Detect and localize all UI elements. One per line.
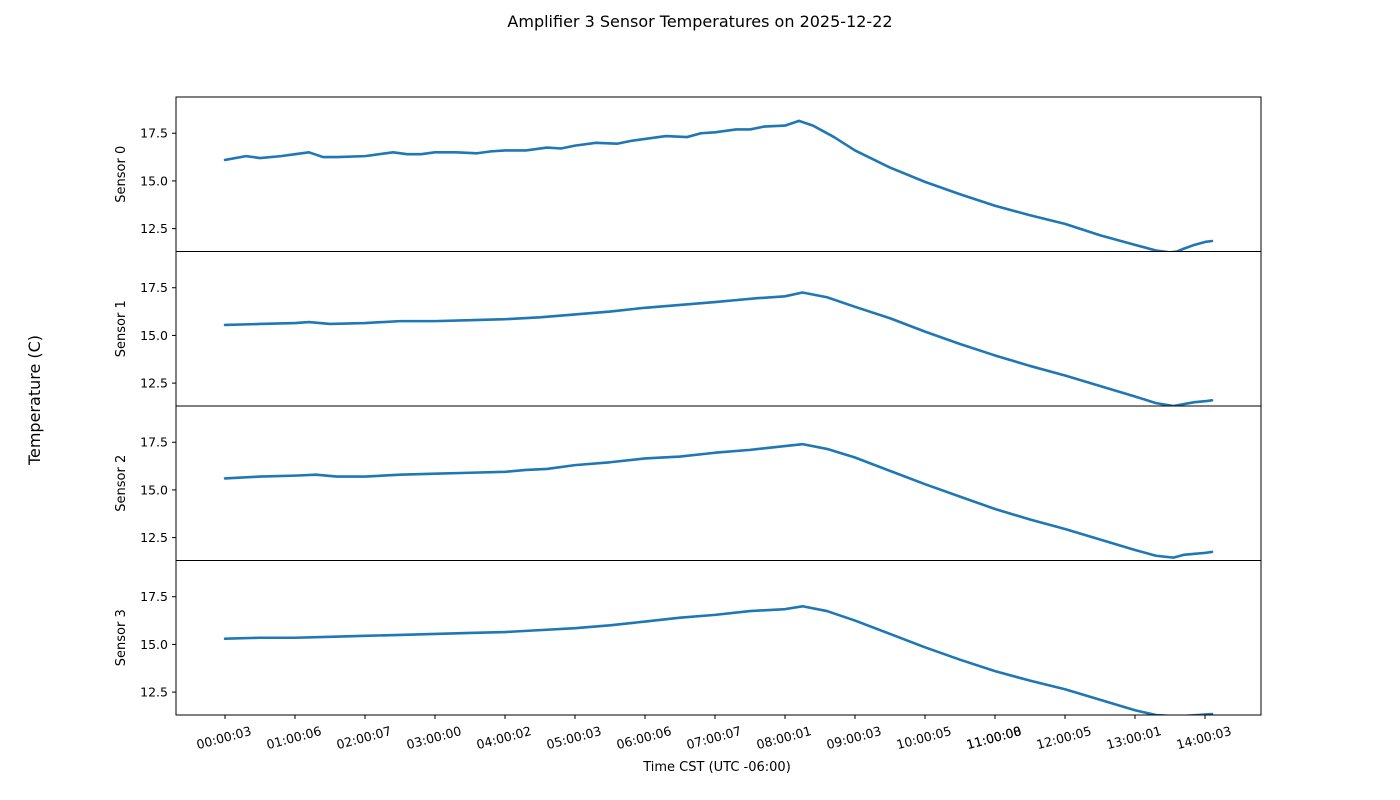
panel-frame bbox=[175, 560, 1262, 716]
y-tick-label: 12.5 bbox=[140, 221, 168, 236]
panel-1: 12.5 15.0 17.5 Sensor 1 bbox=[114, 251, 1262, 407]
series-line-sensor-0 bbox=[223, 119, 1214, 252]
y-tick-label: 15.0 bbox=[140, 173, 168, 188]
panel-ylabel: Sensor 2 bbox=[114, 455, 129, 512]
y-tick-label: 12.5 bbox=[140, 530, 168, 545]
y-tick-label: 15.0 bbox=[140, 328, 168, 343]
panels: 12.5 15.0 17.5 Sensor 0 12.5 15.0 17.5 Sensor 1… bbox=[114, 96, 1262, 716]
y-tick-label: 12.5 bbox=[140, 685, 168, 700]
y-tick-label: 17.5 bbox=[140, 589, 168, 604]
y-tick-label: 15.0 bbox=[140, 637, 168, 652]
panel-ylabel: Sensor 1 bbox=[114, 300, 129, 357]
y-tick-label: 17.5 bbox=[140, 435, 168, 450]
chart-title: Amplifier 3 Sensor Temperatures on 2025-… bbox=[507, 12, 892, 31]
y-tick-label: 17.5 bbox=[140, 280, 168, 295]
y-tick-label: 15.0 bbox=[140, 482, 168, 497]
series-line-sensor-3 bbox=[223, 604, 1214, 715]
panel-3: 12.5 15.0 17.5 Sensor 3 bbox=[114, 560, 1262, 716]
panel-ylabel: Sensor 0 bbox=[114, 146, 129, 203]
x-axis-label: Time CST (UTC -06:00) bbox=[642, 760, 791, 775]
y-tick-label: 12.5 bbox=[140, 376, 168, 391]
series-line-sensor-2 bbox=[223, 442, 1214, 559]
panel-2: 12.5 15.0 17.5 Sensor 2 bbox=[114, 405, 1262, 561]
series-line-sensor-1 bbox=[223, 291, 1214, 406]
panel-ylabel: Sensor 3 bbox=[114, 609, 129, 666]
y-axis-label: Temperature (C) bbox=[25, 335, 44, 466]
y-tick-label: 17.5 bbox=[140, 126, 168, 141]
